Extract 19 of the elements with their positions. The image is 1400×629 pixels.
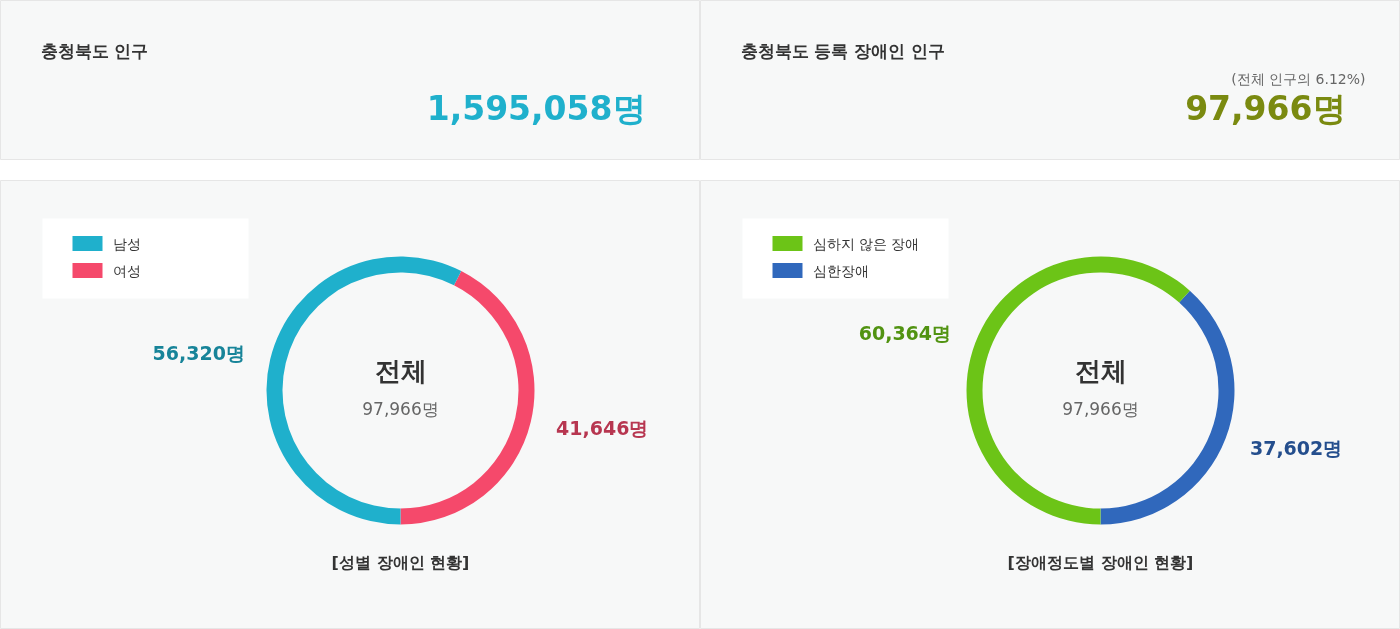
data-label: 60,364명 [858, 322, 952, 345]
legend-label: 여성 [112, 262, 141, 279]
data-label: 37,602명 [1249, 436, 1343, 459]
text: (전체 인구의 6.12%) [1231, 70, 1366, 87]
legend-label: 심하지 않은 장애 [812, 235, 920, 252]
text: 충청북도 인구 [40, 40, 149, 61]
legend-label: 심한장애 [812, 262, 869, 279]
text: [장애정도별 장애인 현황] [1007, 553, 1194, 572]
text: 충청북도 등록 장애인 인구 [740, 40, 946, 61]
text: 97,966명 [1185, 89, 1346, 128]
text: 전체 [374, 355, 427, 386]
text: 전체 [1074, 355, 1127, 386]
text: 1,595,058명 [426, 89, 646, 128]
data-label: 41,646명 [556, 416, 649, 439]
text: 97,966명 [362, 398, 439, 419]
data-label: 56,320명 [152, 342, 245, 365]
text: [성별 장애인 현황] [331, 553, 470, 572]
text: 97,966명 [1062, 398, 1139, 419]
legend-label: 남성 [112, 235, 141, 252]
